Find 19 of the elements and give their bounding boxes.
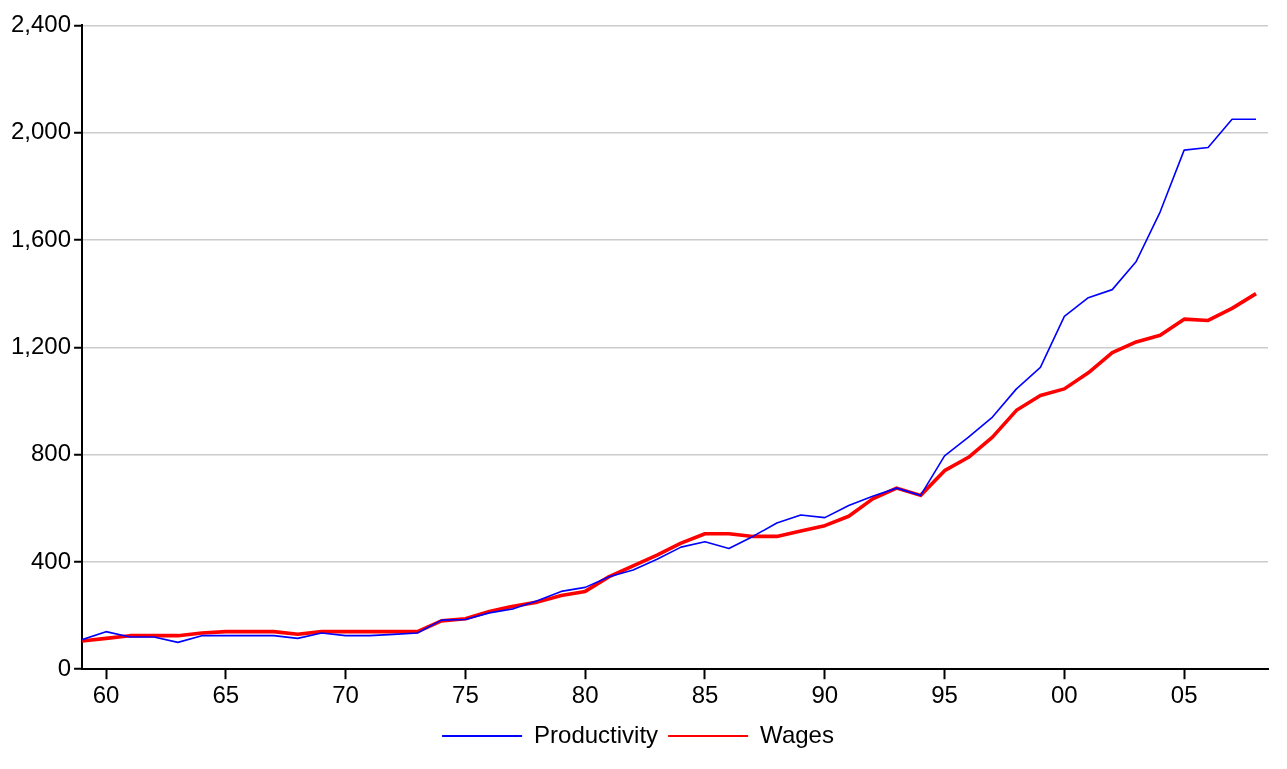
x-tick-label: 05 <box>1170 681 1198 709</box>
x-tick-label: 00 <box>1051 681 1078 709</box>
x-tick-label: 85 <box>691 681 719 709</box>
x-tick-label: 75 <box>452 681 479 709</box>
x-tick-label: 80 <box>571 681 599 709</box>
y-tick-label: 1,600 <box>11 224 72 252</box>
x-tick-label: 65 <box>212 681 240 709</box>
y-tick-label: 2,000 <box>11 117 72 145</box>
x-tick-label: 95 <box>931 681 958 709</box>
legend-label: Productivity <box>534 720 659 748</box>
x-tick-label: 90 <box>811 681 839 709</box>
legend-label: Wages <box>760 720 834 748</box>
x-tick-label: 60 <box>92 681 120 709</box>
y-tick-label: 800 <box>31 439 72 467</box>
x-tick-label: 70 <box>332 681 359 709</box>
y-tick-label: 1,200 <box>11 331 72 359</box>
y-tick-label: 400 <box>31 546 72 574</box>
y-tick-label: 2,400 <box>11 10 72 38</box>
y-tick-label: 0 <box>57 653 72 681</box>
